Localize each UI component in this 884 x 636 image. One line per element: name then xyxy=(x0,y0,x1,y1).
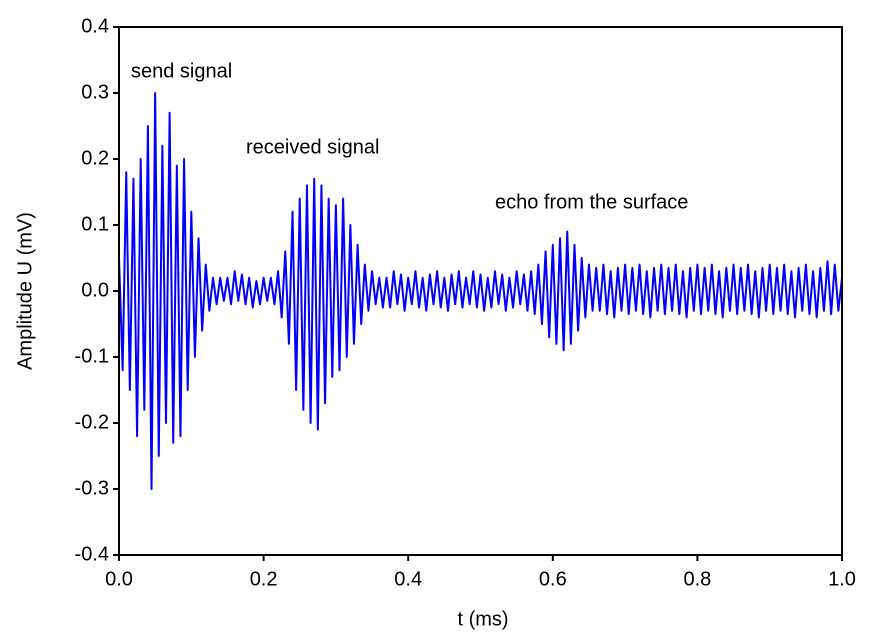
y-tick-label: 0.2 xyxy=(81,147,109,169)
x-tick-label: 0.4 xyxy=(394,568,422,590)
signal-line xyxy=(118,92,843,490)
y-tick-label: 0.3 xyxy=(81,81,109,103)
x-axis-label: t (ms) xyxy=(457,608,508,630)
y-tick-label: 0.1 xyxy=(81,213,109,235)
x-tick-label: 0.0 xyxy=(105,568,133,590)
y-tick-label: 0.4 xyxy=(81,15,109,37)
x-tick-label: 0.6 xyxy=(539,568,567,590)
annotation: received signal xyxy=(246,136,379,158)
y-tick-label: -0.1 xyxy=(75,345,109,367)
y-tick-label: 0.0 xyxy=(81,279,109,301)
y-tick-label: -0.4 xyxy=(75,543,109,565)
x-tick-label: 1.0 xyxy=(828,568,856,590)
y-tick-label: -0.2 xyxy=(75,411,109,433)
annotation: send signal xyxy=(131,60,232,82)
y-axis-label: Amplitude U (mV) xyxy=(14,212,36,370)
x-tick-label: 0.2 xyxy=(250,568,278,590)
y-tick-label: -0.3 xyxy=(75,477,109,499)
annotation: echo from the surface xyxy=(495,191,688,213)
plot-frame xyxy=(118,26,843,556)
x-tick-label: 0.8 xyxy=(683,568,711,590)
